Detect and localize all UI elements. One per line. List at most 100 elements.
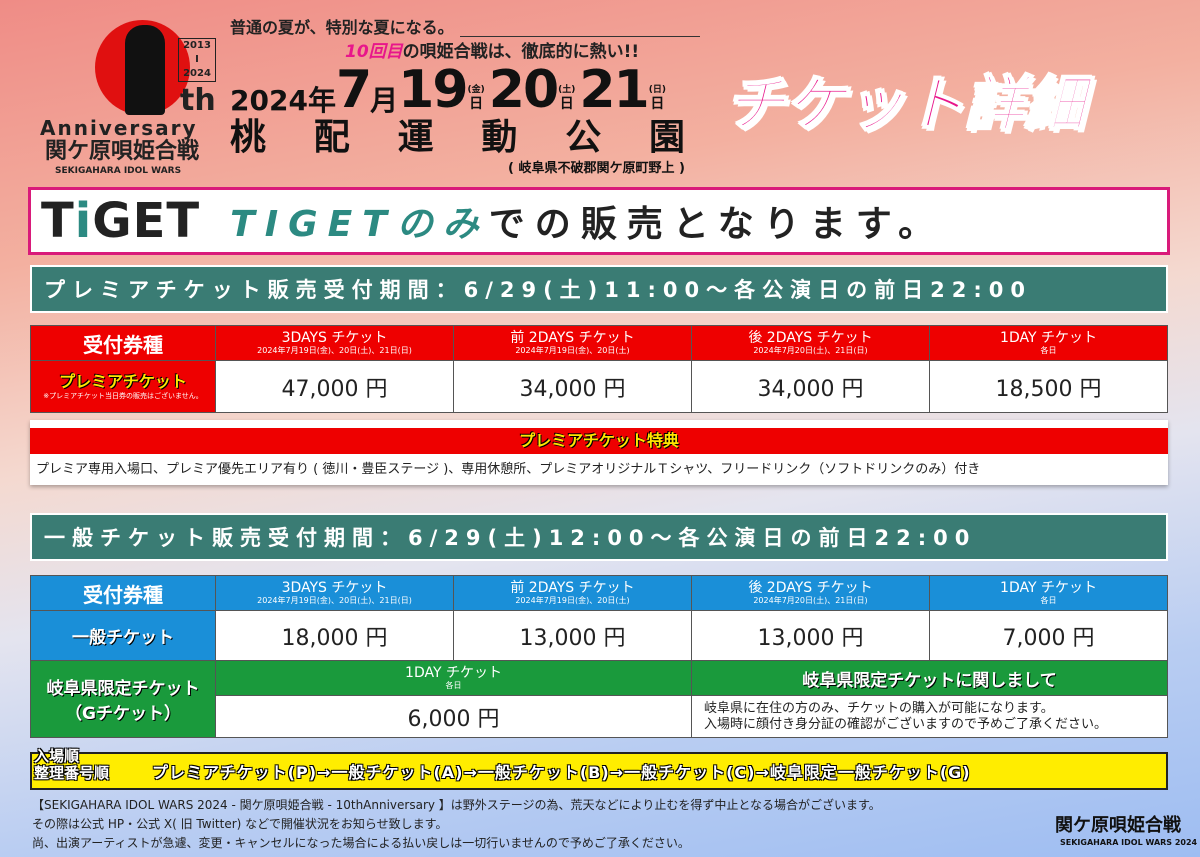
premium-label: プレミアチケット [59,372,187,391]
tagline-emphasis: 10回目 [345,42,403,62]
venue: 桃配運動公園 [230,118,685,158]
day-suffix: (土) 日 [558,85,575,112]
col-title: 3DAYS チケット [281,330,388,346]
logo-anniversary: Anniversary [40,116,198,140]
col-header: 3DAYS チケット 2024年7月19日(金)、20日(土)、21日(日) [215,575,454,611]
col-sub: 2024年7月19日(金)、20日(土)、21日(日) [257,596,412,605]
footer-logo: 関ケ原唄姫合戦 [1055,815,1181,836]
venue-char: 配 [313,117,350,158]
tagline-1: 普通の夏が、特別な夏になる。 [230,18,454,37]
col-header: 3DAYS チケット 2024年7月19日(金)、20日(土)、21日(日) [215,325,454,361]
tiget-logo-get: GET [92,193,201,249]
row-label: 一般チケット [30,610,216,661]
row-label: プレミアチケット ※プレミアチケット当日券の販売はございません。 [30,360,216,413]
tiget-logo-t: T [41,193,75,249]
col-title: 1DAY チケット [1000,330,1097,346]
tiget-message: TIGETのみでの販売となります。 [230,195,944,247]
gifu-about-2: 入場時に顔付き身分証の確認がございますので予めご了承ください。 [704,716,1108,732]
tagline-2: 10回目の唄姫合戦は、徹底的に熱い!! [345,42,639,62]
venue-char: 動 [481,117,518,158]
gifu-col-header: 1DAY チケット 各日 [215,660,692,696]
year-unit: 年 [307,84,336,117]
col-title: 後 2DAYS チケット [748,330,873,346]
tiget-sales-note: での販売となります。 [488,204,945,245]
gifu-about-title: 岐阜県限定チケットに関しまして [691,660,1168,696]
price-cell: 34,000 円 [453,360,692,413]
entry-order: 入場順 整理番号順 プレミアチケット(P)→一般チケット(A)→一般チケット(B)… [30,748,1168,790]
footer-line-3: 尚、出演アーティストが急遽、変更・キャンセルになった場合による払い戻しは一切行い… [32,836,690,850]
col-sub: 2024年7月19日(金)、20日(土)、21日(日) [257,346,412,355]
logo-name-en: SEKIGAHARA IDOL WARS [55,166,182,176]
dow: (土) [558,85,576,95]
year-sep: I [195,54,199,65]
col-title: 1DAY チケット [1000,580,1097,596]
col-header: 前 2DAYS チケット 2024年7月19日(金)、20日(土) [453,575,692,611]
general-table: 受付券種 3DAYS チケット 2024年7月19日(金)、20日(土)、21日(… [30,575,1168,738]
gifu-label-2: （Gチケット） [65,704,181,724]
day: 21 [579,60,649,120]
venue-char: 園 [648,117,685,158]
benefit-text: プレミア専用入場口、プレミア優先エリア有り ( 徳川・豊臣ステージ )、専用休憩… [36,462,981,477]
logo-name-jp: 関ケ原唄姫合戦 [45,138,200,164]
price-cell: 18,000 円 [215,610,454,661]
col-sub: 各日 [445,681,462,690]
col-sub: 2024年7月20日(土)、21日(日) [753,346,868,355]
col-title: 後 2DAYS チケット [748,580,873,596]
gifu-price: 6,000 円 [215,695,692,738]
day-unit: 日 [469,96,484,112]
col-sub: 2024年7月19日(金)、20日(土) [515,596,630,605]
day-suffix: (金) 日 [468,85,485,112]
price-cell: 13,000 円 [691,610,930,661]
benefit-title: プレミアチケット特典 [30,428,1168,454]
col-sub: 各日 [1040,596,1057,605]
col-header: 後 2DAYS チケット 2024年7月20日(土)、21日(日) [691,575,930,611]
general-period: 一般チケット販売受付期間：6/29(土)12:00〜各公演日の前日22:00 [30,513,1168,561]
venue-address: ( 岐阜県不破郡関ケ原町野上 ) [508,161,685,176]
header-label: 受付券種 [30,575,216,611]
year-start: 2013 [183,40,211,51]
price-cell: 13,000 円 [453,610,692,661]
tiget-only: TIGETのみ [230,204,489,245]
month: 7 [335,60,372,120]
tagline-rule [460,36,700,37]
day-suffix: (日) 日 [649,85,666,112]
price-cell: 18,500 円 [929,360,1168,413]
month-unit: 月 [370,84,399,117]
venue-char: 桃 [230,117,267,158]
day-unit: 日 [650,96,665,112]
col-sub: 2024年7月19日(金)、20日(土) [515,346,630,355]
entry-order-text: プレミアチケット(P)→一般チケット(A)→一般チケット(B)→一般チケット(C… [152,763,971,782]
venue-char: 公 [565,117,602,158]
premium-table: 受付券種 3DAYS チケット 2024年7月19日(金)、20日(土)、21日(… [30,325,1168,413]
entry-label-2: 整理番号順 [34,764,110,782]
gifu-about-text: 岐阜県に在住の方のみ、チケットの購入が可能になります。 入場時に顔付き身分証の確認… [691,695,1168,738]
page-title: チケット詳細 [724,69,1086,141]
day: 20 [488,60,559,120]
tiget-logo-i: i [74,193,93,249]
col-sub: 各日 [1040,346,1057,355]
premium-benefits: プレミアチケット特典 プレミア専用入場口、プレミア優先エリア有り ( 徳川・豊臣… [30,420,1168,485]
day-unit: 日 [559,96,574,112]
price-cell: 47,000 円 [215,360,454,413]
gifu-label-1: 岐阜県限定チケット [46,679,200,699]
col-header: 1DAY チケット 各日 [929,575,1168,611]
header-label: 受付券種 [30,325,216,361]
price-cell: 7,000 円 [929,610,1168,661]
col-sub: 2024年7月20日(土)、21日(日) [753,596,868,605]
gifu-label: 岐阜県限定チケット （Gチケット） [30,660,216,738]
dow: (金) [467,85,485,95]
col-title: 3DAYS チケット [281,580,388,596]
day: 19 [398,60,468,120]
entry-label-1: 入場順 [34,747,80,765]
footer-line-1: 【SEKIGAHARA IDOL WARS 2024 - 関ケ原唄姫合戦 - 1… [32,798,881,812]
tiget-logo: TiGET [41,193,200,249]
entry-order-label: 入場順 整理番号順 [34,748,152,782]
col-header: 1DAY チケット 各日 [929,325,1168,361]
premium-period: プレミアチケット販売受付期間：6/29(土)11:00〜各公演日の前日22:00 [30,265,1168,313]
year: 2024 [230,84,308,117]
tiget-banner: TiGET TIGETのみでの販売となります。 [28,187,1170,255]
venue-char: 運 [397,117,434,158]
col-header: 後 2DAYS チケット 2024年7月20日(土)、21日(日) [691,325,930,361]
col-title: 前 2DAYS チケット [510,580,635,596]
col-title: 前 2DAYS チケット [510,330,635,346]
